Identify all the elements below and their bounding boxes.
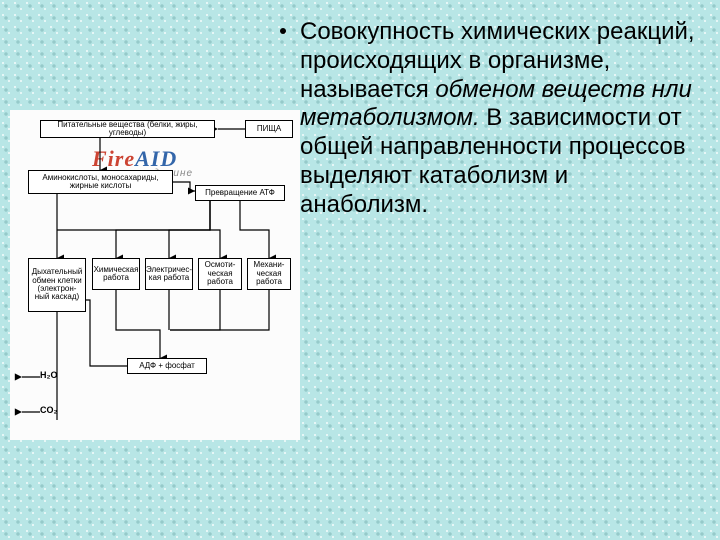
metabolism-flowchart: FireAID - все по медицине ПИЩАПитательны…	[10, 110, 300, 440]
node-pitat: Питательные вещества (белки, жиры, углев…	[40, 120, 215, 138]
node-co2: CO₂	[40, 405, 64, 419]
node-mech: Механи- ческая работа	[247, 258, 291, 290]
node-pisha: ПИЩА	[245, 120, 293, 138]
bullet-icon	[280, 28, 286, 34]
node-chem: Химическая работа	[92, 258, 140, 290]
node-h2o: H₂O	[40, 370, 64, 384]
node-amino: Аминокислоты, моносахариды, жирные кисло…	[28, 170, 173, 194]
node-dyh: Дыхательный обмен клетки (электрон- ный …	[28, 258, 86, 312]
node-atp: Превращение АТФ	[195, 185, 285, 201]
node-adp: АДФ + фосфат	[127, 358, 207, 374]
bullet-text: Совокупность химических реакций, происхо…	[300, 18, 700, 220]
node-elec: Электричес- кая работа	[145, 258, 193, 290]
node-osmo: Осмоти- ческая работа	[198, 258, 242, 290]
